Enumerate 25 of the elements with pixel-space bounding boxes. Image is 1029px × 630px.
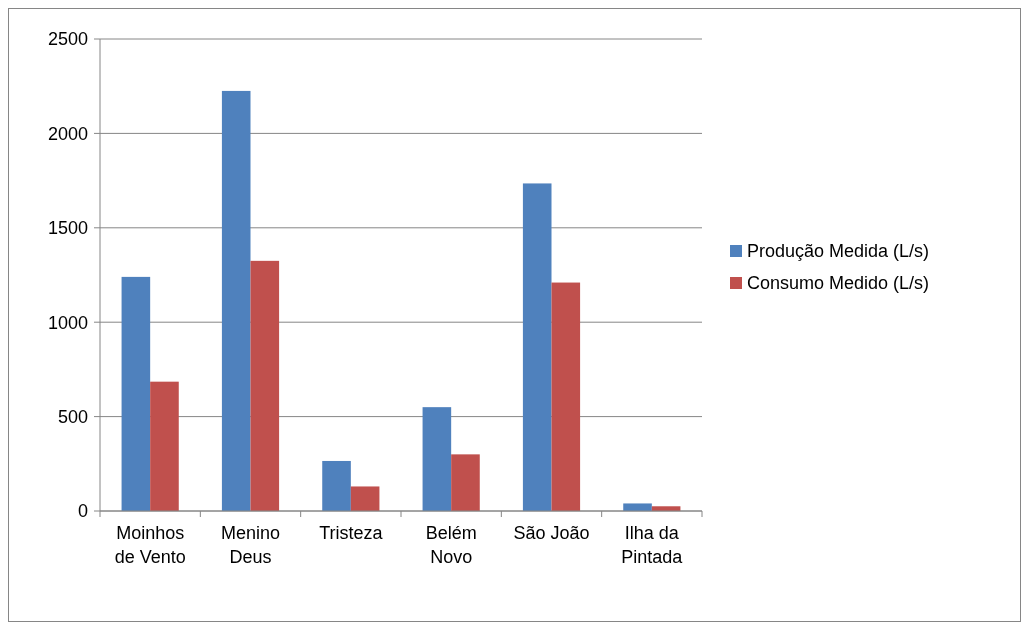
x-tick-label: Tristeza xyxy=(319,523,384,543)
y-tick-label: 2500 xyxy=(47,29,88,50)
y-tick-label: 0 xyxy=(77,501,88,522)
x-tick-label: Menino Deus xyxy=(220,523,281,567)
bar xyxy=(551,282,581,511)
x-tick-label: Moinhos de Vento xyxy=(114,523,186,567)
y-tick-label: 2000 xyxy=(47,123,88,144)
bar xyxy=(451,454,480,511)
x-tick-label: São João xyxy=(513,523,590,543)
x-tick-label: Belém Novo xyxy=(425,523,477,567)
y-tick-label: 1000 xyxy=(47,312,88,333)
bar xyxy=(350,486,380,511)
bar xyxy=(250,260,280,511)
bar xyxy=(623,503,652,511)
y-tick-label: 500 xyxy=(57,406,88,427)
legend-label: Consumo Medido (L/s) xyxy=(747,273,930,294)
bar xyxy=(522,183,552,511)
bar xyxy=(221,90,251,511)
y-tick-label: 1500 xyxy=(47,218,88,239)
bar xyxy=(121,276,151,511)
bar xyxy=(422,407,452,511)
bar xyxy=(150,381,179,511)
x-tick-label: Ilha da Pintada xyxy=(621,523,684,567)
legend-label: Produção Medida (L/s) xyxy=(747,241,930,262)
bar xyxy=(322,460,351,511)
